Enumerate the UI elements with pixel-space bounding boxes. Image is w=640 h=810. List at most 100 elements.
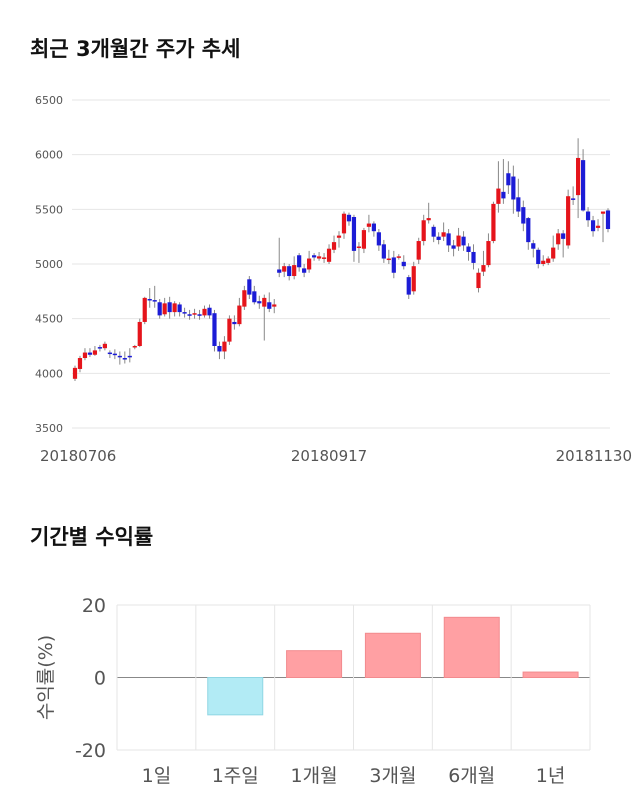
candle-body	[117, 355, 122, 358]
candle-body	[496, 188, 501, 204]
candle-body	[361, 230, 367, 249]
candle-body	[600, 211, 606, 214]
candle-body	[267, 302, 272, 309]
candle-body	[526, 218, 531, 243]
return-bar	[443, 616, 500, 678]
y-tick-label: 0	[94, 668, 106, 690]
return-bar	[364, 632, 421, 678]
candle-body	[172, 303, 177, 313]
candle-body	[476, 272, 481, 289]
return-bar	[522, 671, 579, 678]
candle-body	[72, 367, 78, 379]
candle-body	[277, 269, 282, 273]
x-tick-label: 1일	[142, 765, 172, 787]
candle-body	[391, 257, 396, 273]
candle-body	[162, 303, 167, 315]
candle-body	[486, 241, 491, 266]
candle-body	[127, 355, 132, 358]
candle-body	[446, 233, 451, 246]
candle-body	[421, 220, 426, 242]
candle-body	[585, 211, 591, 221]
candle-body	[491, 203, 496, 242]
candle-body	[551, 247, 556, 259]
y-tick-label: 5500	[35, 203, 63, 216]
candle-body	[82, 352, 88, 359]
candle-body	[167, 302, 172, 313]
candle-body	[202, 308, 207, 316]
candle-body	[605, 210, 611, 230]
candle-body	[471, 251, 476, 263]
candle-body	[576, 157, 581, 196]
candle-body	[122, 358, 127, 360]
candle-body	[595, 225, 601, 228]
candle-body	[152, 300, 157, 302]
return-bar	[286, 650, 343, 678]
candle-body	[77, 358, 83, 369]
candle-body	[501, 191, 506, 199]
x-tick-label: 3개월	[369, 765, 416, 787]
candle-body	[401, 261, 406, 267]
candle-body	[307, 258, 312, 270]
candle-body	[187, 314, 192, 316]
candle-body	[466, 246, 471, 252]
candle-body	[212, 313, 217, 346]
y-tick-label: 5000	[35, 258, 63, 271]
candle-body	[506, 173, 511, 186]
candle-body	[521, 207, 526, 224]
candle-body	[242, 290, 247, 307]
x-tick-label: 1년	[536, 765, 566, 787]
candle-body	[282, 266, 287, 272]
candle-body	[92, 350, 98, 355]
candle-body	[481, 265, 486, 272]
candle-body	[272, 304, 277, 307]
candle-body	[326, 248, 332, 262]
candle-body	[222, 341, 227, 352]
candle-body	[331, 242, 337, 250]
candle-body	[182, 312, 187, 314]
candle-body	[147, 298, 152, 301]
candle-body	[566, 196, 571, 246]
candle-body	[406, 277, 411, 295]
candle-body	[376, 232, 381, 246]
candle-body	[371, 223, 376, 232]
candle-body	[297, 255, 302, 268]
returns-bar-chart: -20 0 20 1일 1주일 1개월 3개월 6개월 1년 수익률(%)	[35, 595, 591, 787]
candle-body	[97, 347, 103, 349]
candle-body	[346, 214, 352, 222]
candle-body	[396, 256, 401, 258]
y-tick-label: 4000	[35, 367, 63, 380]
x-tick-label: 20181130	[556, 447, 632, 465]
candle-body	[157, 302, 162, 316]
candle-body	[431, 226, 436, 237]
candle-body	[411, 266, 416, 292]
candle-body	[107, 352, 112, 355]
return-bar	[207, 677, 264, 716]
candle-body	[321, 257, 327, 259]
y-tick-label: -20	[75, 740, 106, 762]
x-tick-label: 20180706	[40, 447, 116, 465]
candle-body	[137, 321, 142, 346]
candle-body	[351, 216, 357, 251]
candle-body	[237, 305, 242, 325]
x-tick-label: 20180917	[291, 447, 367, 465]
candle-body	[142, 297, 147, 322]
candle-body	[112, 353, 117, 356]
candle-body	[192, 313, 197, 315]
candle-body	[257, 301, 262, 304]
candle-body	[232, 321, 237, 325]
candle-body	[132, 346, 137, 348]
candle-body	[516, 197, 521, 212]
y-axis-label: 수익률(%)	[35, 635, 57, 720]
candle-body	[87, 352, 93, 355]
candle-body	[312, 255, 317, 258]
candle-body	[511, 176, 516, 200]
candle-body	[197, 314, 202, 316]
candlestick-chart: 3500 4000 4500 5000 5500 6000 6500 20180706 2018…	[35, 94, 632, 465]
candle-body	[366, 223, 371, 227]
candle-body	[227, 318, 232, 342]
candle-body	[207, 307, 212, 316]
y-tick-label: 6500	[35, 94, 63, 107]
candle-body	[590, 220, 596, 232]
candle-body	[580, 160, 586, 211]
candle-body	[386, 258, 391, 261]
